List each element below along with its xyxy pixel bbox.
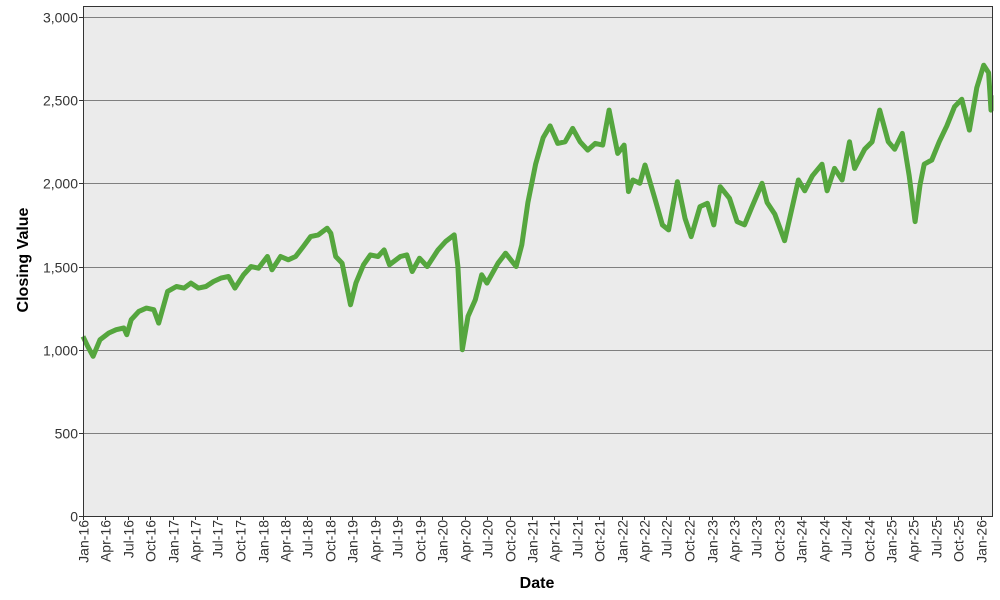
x-tick-label: Oct-21 <box>592 520 608 562</box>
x-tick-label: Jan-16 <box>76 520 92 563</box>
series-line <box>80 62 994 359</box>
x-tick-label: Oct-19 <box>413 520 429 562</box>
x-tick-label: Jan-24 <box>794 520 810 563</box>
gridlines <box>83 17 992 517</box>
x-tick-label: Apr-21 <box>547 520 563 562</box>
y-tick-label: 3,000 <box>43 10 78 26</box>
x-tick-label: Jan-21 <box>525 520 541 563</box>
x-tick-label: Jul-22 <box>659 520 675 558</box>
x-tick-label: Jan-23 <box>705 520 721 563</box>
x-tick-label: Oct-24 <box>862 520 878 562</box>
x-tick-label: Jul-19 <box>390 520 406 558</box>
x-tick-label: Oct-16 <box>143 520 159 562</box>
x-axis-title: Date <box>520 575 555 592</box>
y-tick-label: 500 <box>55 426 79 442</box>
x-tick-label: Apr-22 <box>637 520 653 562</box>
x-tick-label: Apr-19 <box>368 520 384 562</box>
x-tick-label: Oct-18 <box>323 520 339 562</box>
y-axis-title: Closing Value <box>15 207 32 312</box>
x-tick-label: Jul-24 <box>839 520 855 558</box>
y-axis-ticks: 0 500 1,000 1,500 2,000 2,500 3,000 <box>43 10 83 525</box>
x-tick-label: Oct-25 <box>951 520 967 562</box>
x-tick-label: Jan-26 <box>974 520 990 563</box>
plot-border <box>83 6 993 517</box>
y-tick-label: 1,000 <box>43 343 78 359</box>
x-tick-label: Jul-17 <box>210 520 226 558</box>
x-tick-label: Jul-18 <box>300 520 316 558</box>
y-tick-label: 2,000 <box>43 176 78 192</box>
x-tick-label: Jul-23 <box>749 520 765 558</box>
x-tick-label: Apr-23 <box>727 520 743 562</box>
x-tick-label: Jan-17 <box>166 520 182 563</box>
x-tick-label: Apr-24 <box>817 520 833 562</box>
y-tick-label: 2,500 <box>43 93 78 109</box>
x-tick-label: Jul-25 <box>929 520 945 558</box>
x-tick-label: Jul-20 <box>480 520 496 558</box>
x-tick-label: Apr-20 <box>458 520 474 562</box>
x-tick-label: Apr-25 <box>906 520 922 562</box>
x-tick-label: Oct-22 <box>682 520 698 562</box>
x-tick-label: Jul-21 <box>570 520 586 558</box>
x-tick-label: Apr-17 <box>188 520 204 562</box>
y-tick-label: 0 <box>70 509 78 525</box>
x-tick-label: Oct-17 <box>233 520 249 562</box>
x-tick-label: Oct-20 <box>503 520 519 562</box>
x-axis-ticks: Jan-16 Apr-16 Jul-16 Oct-16 Jan-17 Apr-17 Jul-… <box>76 516 990 563</box>
x-tick-label: Jan-25 <box>884 520 900 563</box>
x-tick-label: Jan-19 <box>345 520 361 563</box>
x-tick-label: Jan-22 <box>615 520 631 563</box>
y-tick-label: 1,500 <box>43 260 78 276</box>
x-tick-label: Jul-16 <box>121 520 137 558</box>
x-tick-label: Jan-20 <box>435 520 451 563</box>
x-tick-label: Apr-16 <box>98 520 114 562</box>
plot-area <box>83 6 992 516</box>
x-tick-label: Oct-23 <box>772 520 788 562</box>
x-tick-label: Jan-18 <box>256 520 272 563</box>
x-tick-label: Apr-18 <box>278 520 294 562</box>
